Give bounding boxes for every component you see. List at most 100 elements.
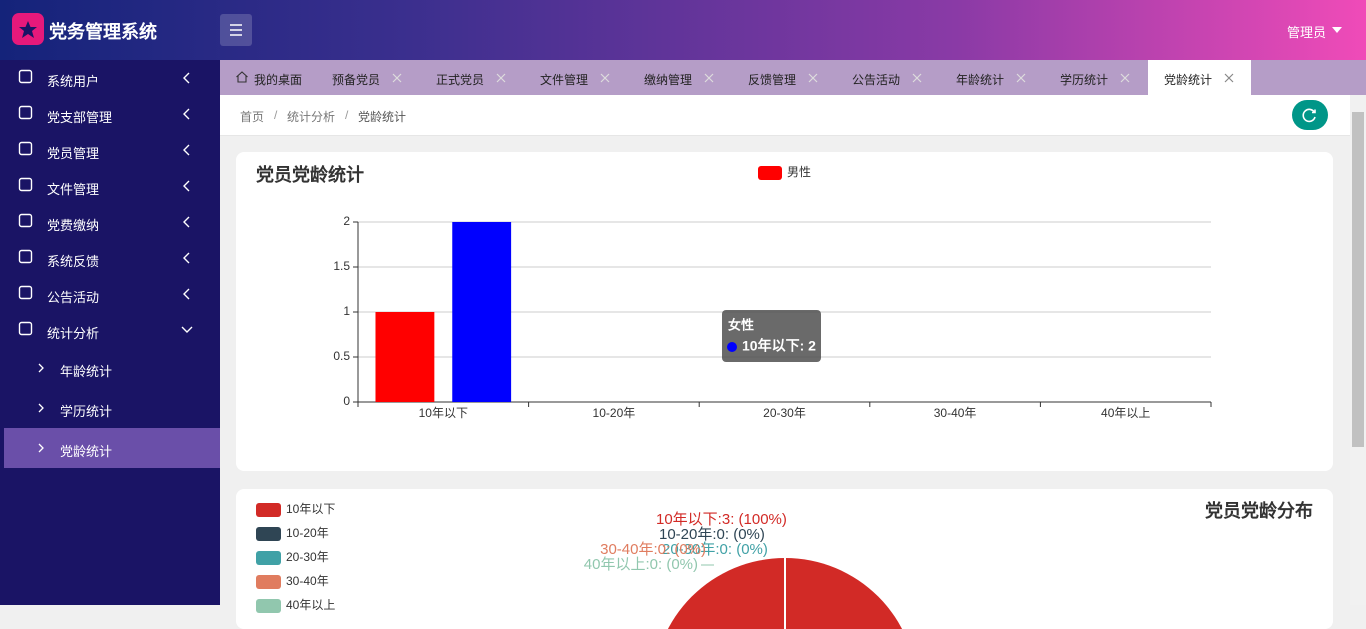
- user-menu[interactable]: 管理员: [1286, 25, 1326, 40]
- menu-label: 系统用户: [47, 74, 100, 89]
- menu-arrow: [183, 108, 190, 120]
- legend-label: 10年以下: [286, 502, 335, 516]
- icon-shape: [18, 177, 33, 192]
- menu-item[interactable]: 公告活动: [0, 276, 220, 312]
- menu-item[interactable]: 党费缴纳: [0, 204, 220, 240]
- menu-icon: [18, 285, 33, 300]
- tab-close[interactable]: [1016, 73, 1026, 83]
- menu-item[interactable]: 党员管理: [0, 132, 220, 168]
- close-x: [392, 73, 402, 83]
- legend-label: 40年以上: [286, 598, 335, 612]
- tab-close[interactable]: [1120, 73, 1130, 83]
- icon-shape: [236, 71, 248, 83]
- arrow: [183, 288, 190, 300]
- x-tick-label: 30-40年: [934, 406, 977, 420]
- tab-close[interactable]: [808, 73, 818, 83]
- submenu-arrow: [38, 363, 44, 373]
- menu-arrow: [183, 252, 190, 264]
- logo: [12, 13, 44, 45]
- tab-close[interactable]: [392, 73, 402, 83]
- menu-arrow: [183, 180, 190, 192]
- tab-close[interactable]: [704, 73, 714, 83]
- legend-label: 20-30年: [286, 550, 329, 564]
- tab[interactable]: 缴纳管理: [628, 60, 732, 95]
- tab[interactable]: 学历统计: [1044, 60, 1148, 95]
- tab[interactable]: 我的桌面: [220, 60, 316, 95]
- menu-arrow: [183, 72, 190, 84]
- x-tick-label: 20-30年: [763, 406, 806, 420]
- y-tick-label: 1: [343, 304, 350, 318]
- tab-label: 党龄统计: [1164, 73, 1213, 87]
- menu-icon: [18, 69, 33, 84]
- close-x: [600, 73, 610, 83]
- submenu-label: 年龄统计: [60, 364, 113, 379]
- tab-close[interactable]: [600, 73, 610, 83]
- tab[interactable]: 预备党员: [316, 60, 420, 95]
- arrow: [183, 180, 190, 192]
- tab-label: 学历统计: [1060, 73, 1109, 87]
- menu-label: 统计分析: [47, 326, 100, 341]
- close-x: [1016, 73, 1026, 83]
- tab-close[interactable]: [496, 73, 506, 83]
- menu-icon: [18, 105, 33, 120]
- menu-item[interactable]: 统计分析: [0, 312, 220, 348]
- submenu-item[interactable]: 学历统计: [0, 388, 220, 428]
- arrow: [183, 108, 190, 120]
- chart-title: 党员党龄分布: [1205, 500, 1313, 521]
- refresh-button[interactable]: [1292, 100, 1328, 130]
- tab-label: 反馈管理: [748, 73, 797, 87]
- breadcrumb-item[interactable]: 统计分析: [287, 110, 336, 124]
- menu-icon: [18, 141, 33, 156]
- pie-label: 30-40年:0: (0%): [600, 541, 706, 558]
- submenu-arrow: [38, 403, 44, 413]
- icon-shape: [18, 249, 33, 264]
- tab[interactable]: 文件管理: [524, 60, 628, 95]
- submenu-item[interactable]: 党龄统计: [4, 428, 220, 468]
- breadcrumb: 首页 / 统计分析 / 党龄统计: [220, 95, 1350, 136]
- tab[interactable]: 党龄统计: [1148, 60, 1251, 95]
- pie-chart: 党员党龄分布 10年以下 10-20年 20-30年 30-40年 40年以上 10年以下:…: [256, 500, 1313, 629]
- arrow: [38, 363, 44, 373]
- close-x: [1224, 73, 1234, 83]
- menu-item[interactable]: 系统反馈: [0, 240, 220, 276]
- menu-icon: [18, 249, 33, 264]
- tab-close[interactable]: [912, 73, 922, 83]
- breadcrumb-separator: /: [274, 108, 278, 122]
- menu-item[interactable]: 文件管理: [0, 168, 220, 204]
- tab-close[interactable]: [1224, 73, 1234, 83]
- tooltip-box: [722, 310, 821, 362]
- y-tick-label: 2: [343, 214, 350, 228]
- breadcrumb-separator: /: [345, 108, 349, 122]
- tab[interactable]: 年龄统计: [940, 60, 1044, 95]
- app-title: 党务管理系统: [49, 22, 157, 42]
- scrollbar[interactable]: [1350, 95, 1366, 605]
- menu-item[interactable]: 党支部管理: [0, 96, 220, 132]
- arrow: [38, 403, 44, 413]
- legend-swatch: [256, 551, 281, 565]
- menu-label: 党员管理: [47, 146, 100, 161]
- menu-arrow: [183, 216, 190, 228]
- scroll-thumb[interactable]: [1352, 112, 1364, 447]
- icon-shape: [18, 69, 33, 84]
- breadcrumb-item[interactable]: 首页: [240, 110, 265, 124]
- legend-label: 30-40年: [286, 574, 329, 588]
- bar-chart: 党员党龄统计 男性 0 0.5 1 1.5 2 10年以下 10-20年 20-30年 30-40年…: [256, 164, 1212, 420]
- tab[interactable]: 反馈管理: [732, 60, 836, 95]
- icon-shape: [18, 141, 33, 156]
- legend-swatch: [256, 503, 281, 517]
- legend-swatch: [256, 575, 281, 589]
- menu-toggle[interactable]: [220, 14, 252, 46]
- y-tick-label: 0.5: [333, 349, 350, 363]
- menu-icon: [18, 213, 33, 228]
- chart-title: 党员党龄统计: [256, 164, 364, 185]
- bar-card: 党员党龄统计 男性 0 0.5 1 1.5 2 10年以下 10-20年 20-30年 30-40年…: [236, 152, 1333, 471]
- tab[interactable]: 公告活动: [836, 60, 940, 95]
- x-tick-label: 10-20年: [593, 406, 636, 420]
- legend-swatch: [758, 166, 782, 180]
- icon-shape: [18, 321, 33, 336]
- menu-arrow: [181, 326, 193, 333]
- submenu-item[interactable]: 年龄统计: [0, 348, 220, 388]
- tab[interactable]: 正式党员: [420, 60, 524, 95]
- menu-item[interactable]: 系统用户: [0, 60, 220, 96]
- pie-card: 党员党龄分布 10年以下 10-20年 20-30年 30-40年 40年以上 10年以下:…: [236, 489, 1333, 629]
